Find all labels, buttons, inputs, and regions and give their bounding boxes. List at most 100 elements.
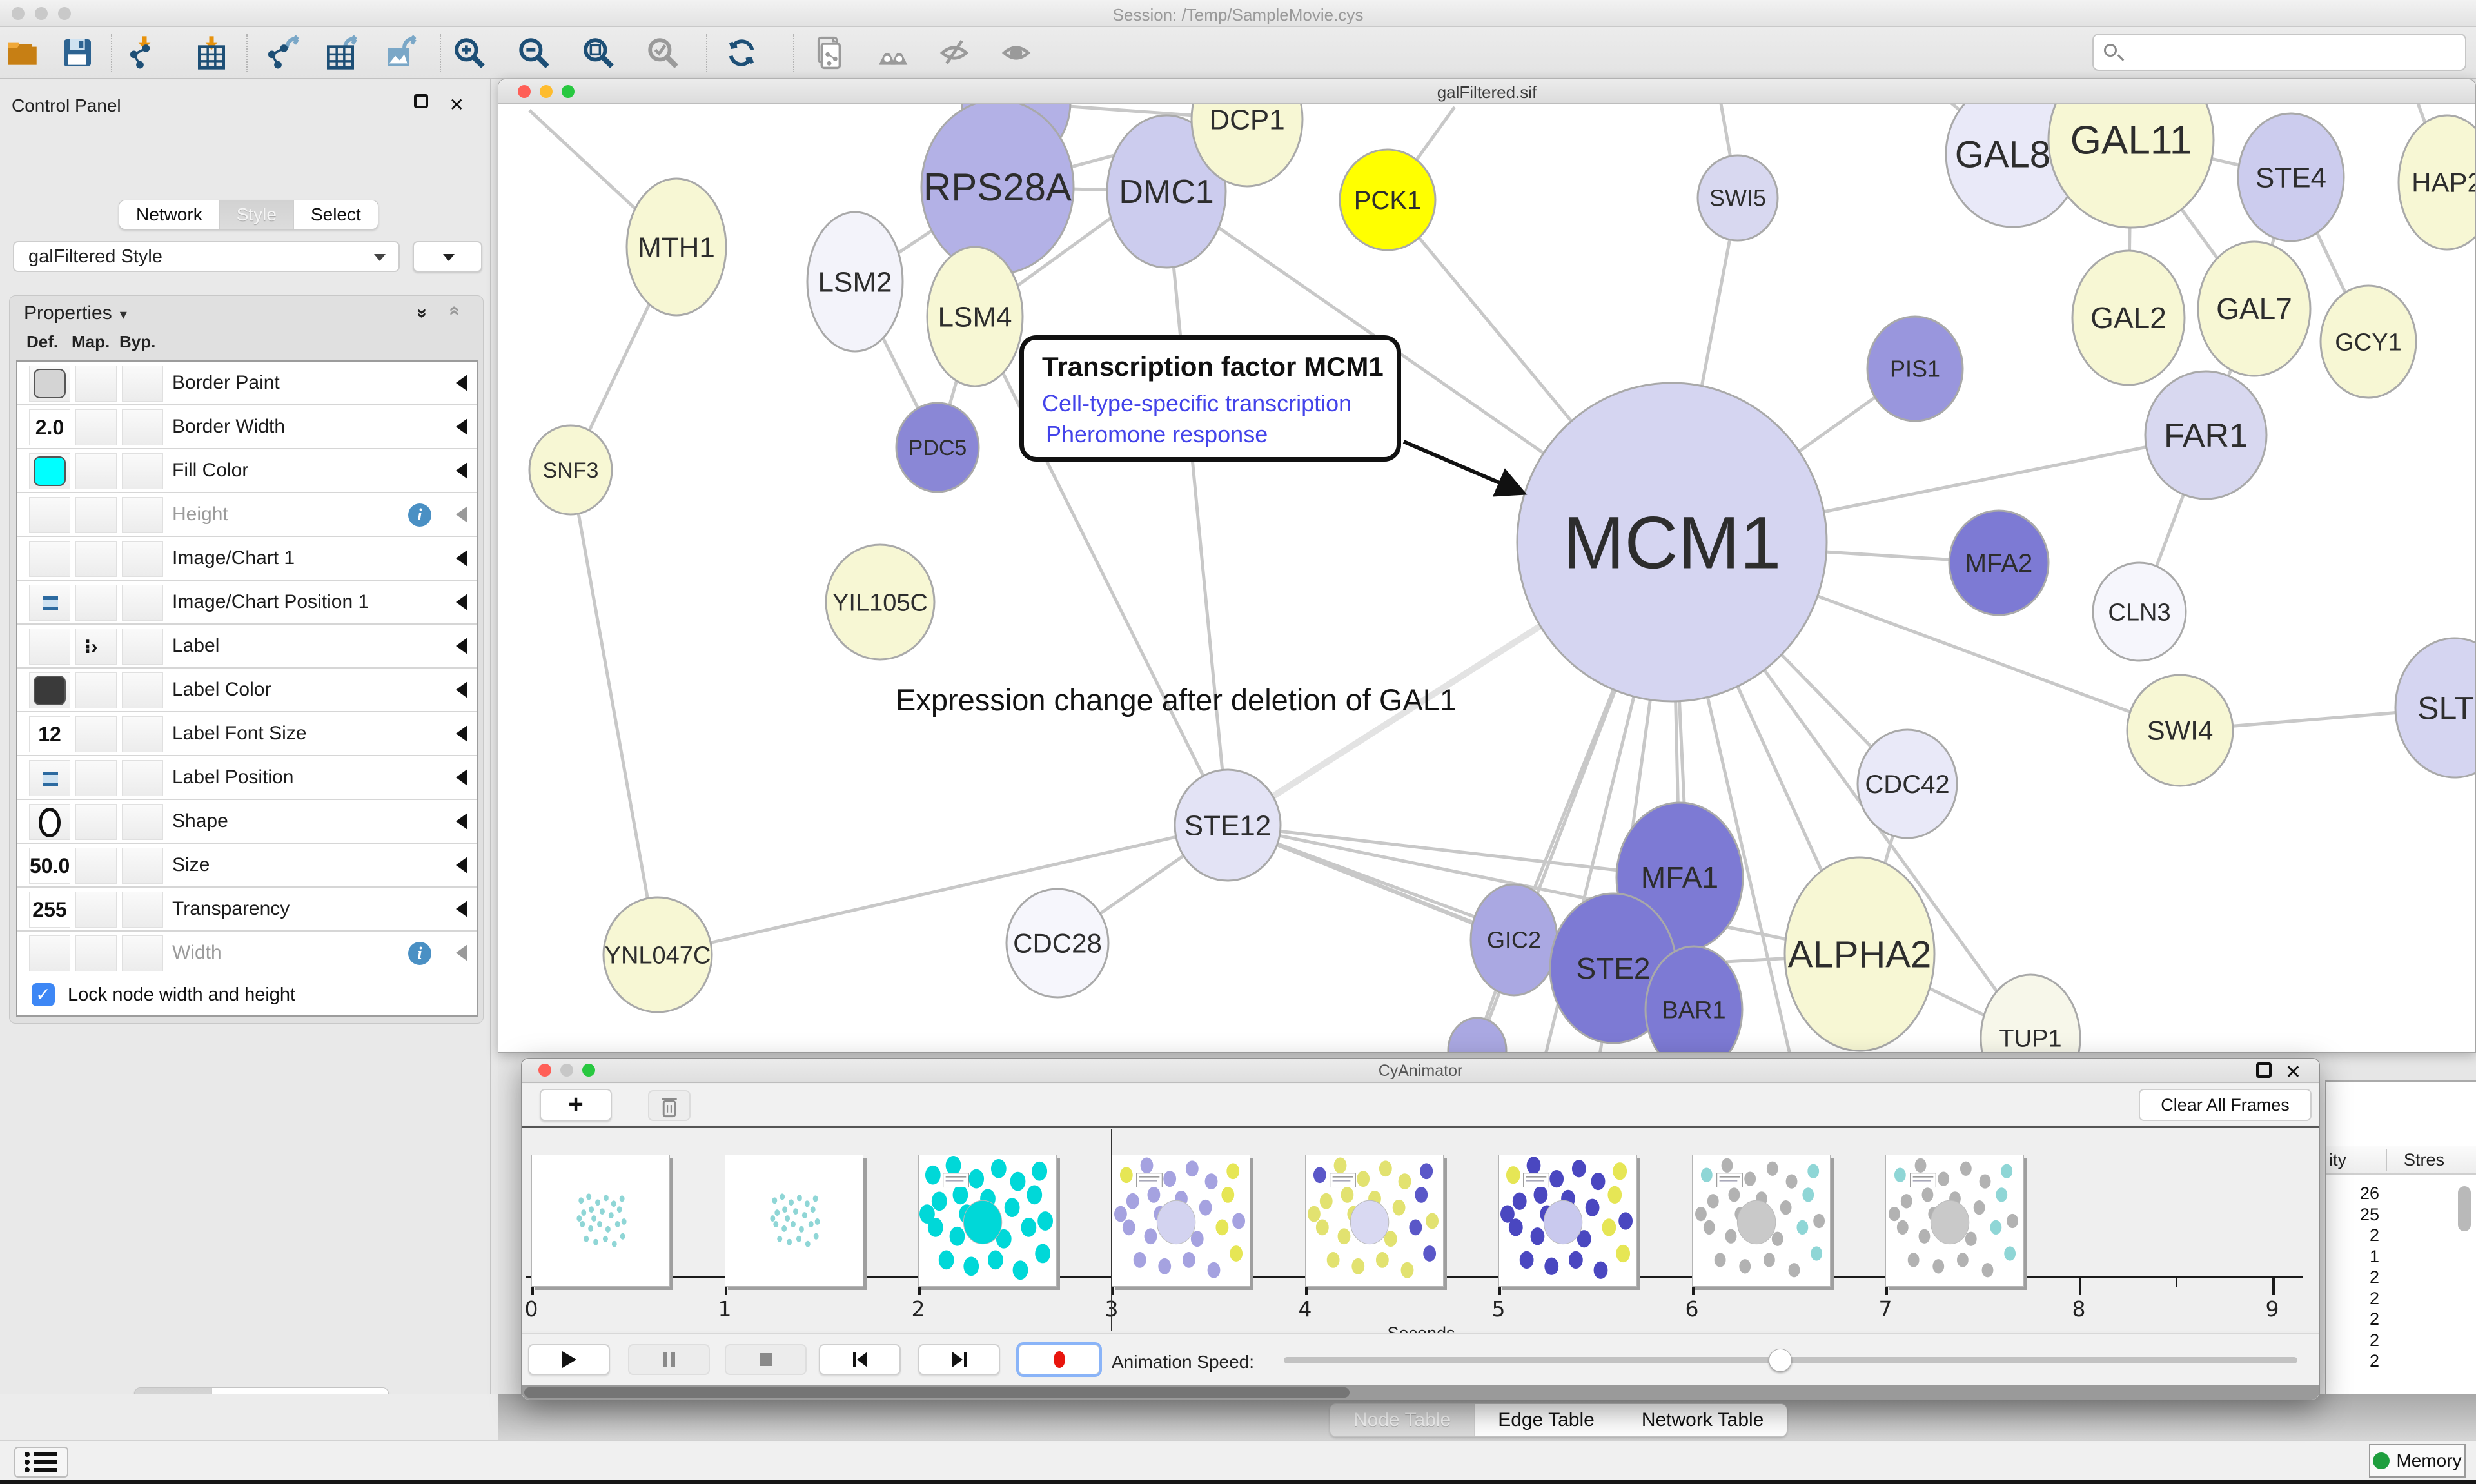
node-MCM1[interactable]: MCM1 bbox=[1516, 382, 1828, 703]
node-RPS28A[interactable]: RPS28A bbox=[920, 99, 1075, 275]
default-value[interactable]: 50.0 bbox=[30, 848, 70, 883]
node-STE4[interactable]: STE4 bbox=[2237, 112, 2345, 242]
node-GAL7[interactable]: GAL7 bbox=[2197, 240, 2312, 377]
edge-ste12-mfa1[interactable] bbox=[1227, 823, 1680, 879]
node-FAR1[interactable]: FAR1 bbox=[2144, 370, 2268, 500]
network-canvas[interactable]: RPS28A DMC1DCP1PCK1MTH1LSM2LSM4SWI5GAL80G… bbox=[498, 79, 2476, 1053]
frame-thumbnail-7[interactable] bbox=[1885, 1155, 2024, 1287]
frames-timeline[interactable]: 0 1 2 3 4 5 6 7 8 9Seconds bbox=[522, 1128, 2319, 1343]
collapse-arrow-icon[interactable] bbox=[456, 681, 467, 698]
property-row-size[interactable]: 50.0 Size bbox=[17, 844, 477, 888]
property-row-label-color[interactable]: Label Color bbox=[17, 669, 477, 712]
property-row-transparency[interactable]: 255 Transparency bbox=[17, 888, 477, 932]
collapse-arrow-icon[interactable] bbox=[456, 594, 467, 610]
zoom-fit-button[interactable] bbox=[580, 35, 616, 71]
clear-all-frames-button[interactable]: Clear All Frames bbox=[2139, 1089, 2312, 1121]
node-DMC1[interactable]: DMC1 bbox=[1106, 114, 1227, 269]
search-network-button[interactable] bbox=[874, 35, 910, 71]
node-SWI4[interactable]: SWI4 bbox=[2126, 674, 2234, 787]
network-titlebar[interactable]: galFiltered.sif bbox=[498, 79, 2475, 104]
save-session-button[interactable] bbox=[59, 35, 95, 71]
window-close-icon[interactable] bbox=[12, 7, 25, 20]
property-row-image-chart-position-1[interactable]: Image/Chart Position 1 bbox=[17, 581, 477, 625]
next-frame-button[interactable] bbox=[918, 1344, 1000, 1375]
refresh-layout-button[interactable] bbox=[723, 35, 760, 71]
show-graphics-details-button[interactable] bbox=[998, 35, 1034, 71]
float-panel-icon[interactable] bbox=[414, 94, 428, 108]
node-YIL105C[interactable]: YIL105C bbox=[825, 543, 936, 661]
position-icon[interactable] bbox=[43, 772, 58, 786]
property-row-label[interactable]: ⁝› Label bbox=[17, 625, 477, 669]
node-HAP2[interactable]: HAP2 bbox=[2397, 114, 2476, 251]
close-panel-icon[interactable]: ✕ bbox=[2284, 1062, 2301, 1083]
window-minimize-icon[interactable] bbox=[35, 7, 48, 20]
position-icon[interactable] bbox=[43, 596, 58, 610]
node-PDC5[interactable]: PDC5 bbox=[895, 402, 980, 493]
search-box[interactable] bbox=[2092, 34, 2466, 71]
node-PIS1[interactable]: PIS1 bbox=[1866, 315, 1964, 422]
frame-thumbnail-5[interactable] bbox=[1498, 1155, 1637, 1287]
memory-button[interactable]: Memory bbox=[2369, 1444, 2466, 1478]
delete-frame-button[interactable] bbox=[648, 1090, 691, 1121]
play-button[interactable] bbox=[528, 1344, 610, 1375]
collapse-arrow-icon[interactable] bbox=[456, 857, 467, 874]
scrollbar-thumb[interactable] bbox=[2458, 1186, 2471, 1231]
annotation-box[interactable]: Transcription factor MCM1 Cell-type-spec… bbox=[1019, 335, 1401, 462]
node-GAL2[interactable]: GAL2 bbox=[2071, 249, 2186, 386]
property-row-height[interactable]: Height i bbox=[17, 493, 477, 537]
cyanimator-titlebar[interactable]: CyAnimator ✕ bbox=[522, 1059, 2319, 1083]
color-swatch[interactable] bbox=[34, 676, 66, 705]
style-selector-dropdown[interactable]: galFiltered Style bbox=[13, 241, 400, 272]
cyanimator-scrollbar[interactable] bbox=[522, 1385, 2319, 1400]
frame-thumbnail-2[interactable] bbox=[918, 1155, 1057, 1287]
close-window-icon[interactable] bbox=[518, 85, 531, 98]
window-zoom-icon[interactable] bbox=[58, 7, 71, 20]
lock-size-checkbox[interactable]: ✓ bbox=[32, 983, 55, 1006]
edge-ste12-ynl047c[interactable] bbox=[657, 823, 1228, 957]
zoom-window-icon[interactable] bbox=[582, 1064, 595, 1077]
node-MTH1[interactable]: MTH1 bbox=[625, 177, 727, 317]
node-PCK1[interactable]: PCK1 bbox=[1339, 148, 1437, 251]
properties-header[interactable]: Properties ›› ›› bbox=[10, 296, 483, 329]
default-value[interactable]: 255 bbox=[30, 892, 70, 927]
edge-snf3-ynl047c[interactable] bbox=[569, 469, 660, 955]
node-pcut[interactable] bbox=[1447, 1017, 1508, 1053]
collapse-arrow-icon[interactable] bbox=[456, 506, 467, 523]
tab-node-table[interactable]: Node Table bbox=[1330, 1404, 1475, 1436]
default-value[interactable]: 2.0 bbox=[30, 410, 70, 445]
node-ALPHA2[interactable]: ALPHA2 bbox=[1783, 856, 1936, 1052]
animation-speed-slider[interactable] bbox=[1284, 1349, 2297, 1372]
zoom-in-button[interactable] bbox=[451, 35, 487, 71]
task-history-button[interactable] bbox=[14, 1447, 68, 1478]
node-STE12[interactable]: STE12 bbox=[1174, 768, 1282, 882]
node-GAL80[interactable]: GAL80 bbox=[1945, 80, 2081, 228]
mapping-icon[interactable]: ⁝› bbox=[84, 636, 98, 658]
property-row-image-chart-1[interactable]: Image/Chart 1 bbox=[17, 537, 477, 581]
edge-ste12-alpha2[interactable] bbox=[1227, 823, 1860, 956]
property-row-fill-color[interactable]: Fill Color bbox=[17, 449, 477, 493]
color-swatch[interactable] bbox=[34, 369, 66, 398]
property-row-label-font-size[interactable]: 12 Label Font Size bbox=[17, 712, 477, 756]
column-stres[interactable]: Stres bbox=[2404, 1150, 2445, 1169]
annotation-link-2[interactable]: Pheromone response bbox=[1046, 421, 1268, 447]
tab-edge-table[interactable]: Edge Table bbox=[1475, 1404, 1618, 1436]
frame-thumbnail-4[interactable] bbox=[1305, 1155, 1444, 1287]
node-SWI5[interactable]: SWI5 bbox=[1696, 154, 1779, 242]
pause-button[interactable] bbox=[628, 1344, 710, 1375]
frame-thumbnail-0[interactable] bbox=[531, 1155, 670, 1287]
column-ity[interactable]: ity bbox=[2329, 1150, 2346, 1169]
minimize-window-icon[interactable] bbox=[540, 85, 553, 98]
node-YNL047C[interactable]: YNL047C bbox=[602, 896, 713, 1013]
property-row-width[interactable]: Width i bbox=[17, 932, 477, 975]
collapse-arrow-icon[interactable] bbox=[456, 375, 467, 391]
annotation-link-1[interactable]: Cell-type-specific transcription bbox=[1042, 390, 1352, 416]
collapse-arrow-icon[interactable] bbox=[456, 901, 467, 917]
tab-select[interactable]: Select bbox=[293, 200, 378, 229]
collapse-arrow-icon[interactable] bbox=[456, 418, 467, 435]
node-CDC28[interactable]: CDC28 bbox=[1005, 888, 1110, 999]
info-icon[interactable]: i bbox=[408, 503, 431, 527]
results-scrollbar[interactable] bbox=[2458, 1178, 2472, 1372]
tab-style[interactable]: Style bbox=[219, 200, 294, 229]
playhead[interactable] bbox=[1111, 1129, 1112, 1331]
node-CLN3[interactable]: CLN3 bbox=[2092, 561, 2187, 662]
